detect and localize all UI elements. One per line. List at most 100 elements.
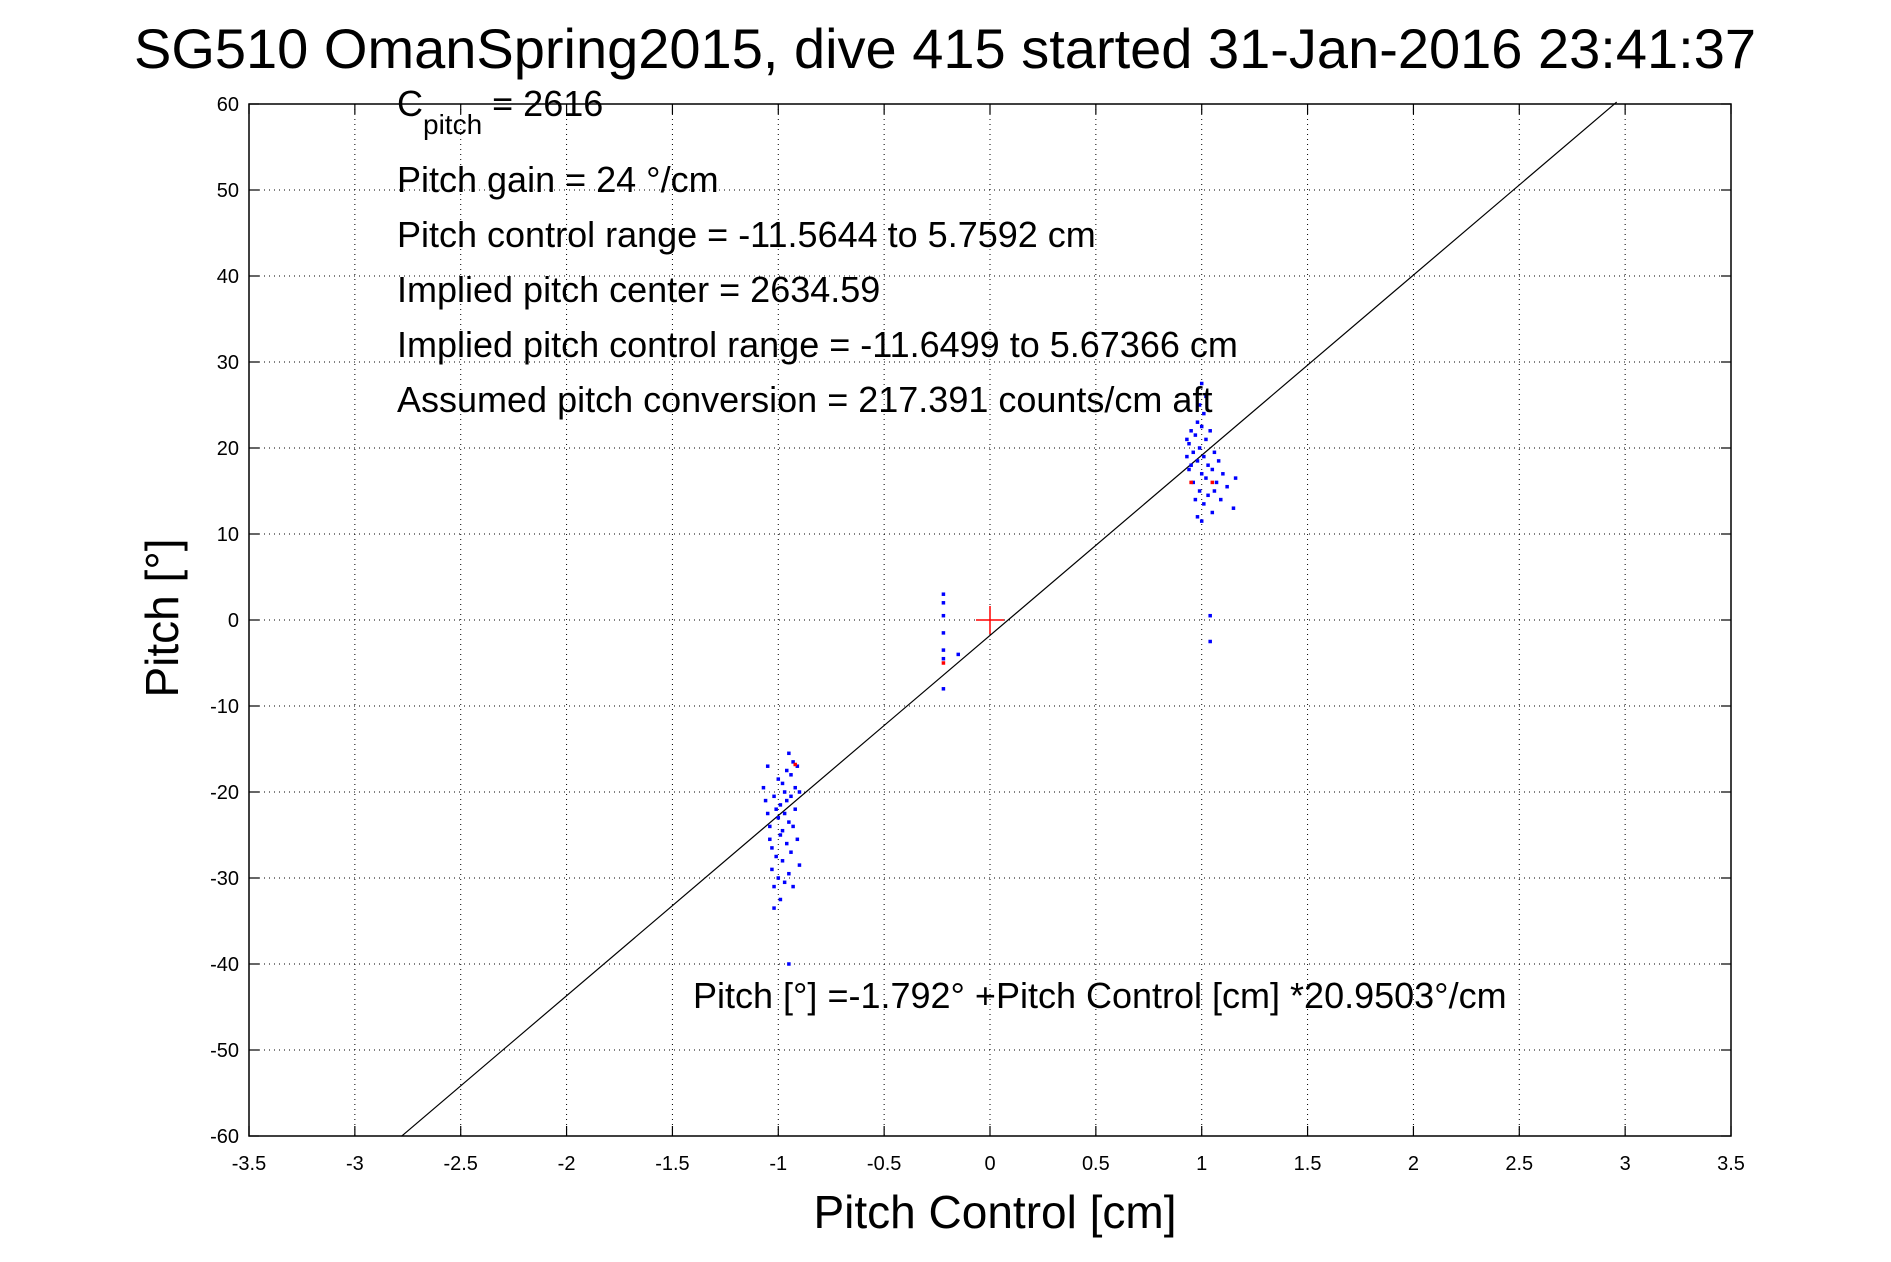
c-pitch-symbol: C [397,83,423,124]
x-tick-label: 2.5 [1505,1153,1533,1175]
pitch-gain-annotation: Pitch gain = 24 °/cm [397,159,719,200]
data-point [765,764,770,768]
data-point [787,820,791,824]
data-point [1195,459,1200,463]
y-tick-label: 0 [228,610,239,632]
c-pitch-annotation: Cpitch = 2616 [397,83,603,140]
data-point [787,751,791,756]
data-point [1206,463,1210,467]
data-point [1231,506,1236,510]
data-point [1210,510,1215,515]
x-tick-label: -1.5 [655,1153,689,1175]
data-point [941,631,946,635]
data-point [1208,639,1212,644]
data-point [941,656,946,661]
data-point [1197,403,1202,407]
data-point [1185,454,1189,459]
implied-range-annotation: Implied pitch control range = -11.6499 t… [397,324,1238,365]
data-point [1189,463,1193,467]
y-tick-label: -30 [210,868,239,890]
x-tick-label: 0 [984,1153,995,1175]
fit-equation-annotation: Pitch [°] =-1.792° +Pitch Control [cm] *… [693,975,1507,1016]
data-point [782,790,787,794]
data-point [791,884,795,889]
data-point [941,613,946,618]
data-point [1216,459,1221,463]
data-point [1189,429,1193,433]
flagged-point [941,661,946,665]
y-tick-label: -50 [210,1040,239,1062]
y-axis-label: Pitch [°] [136,538,188,697]
data-point [1208,613,1212,618]
x-tick-label: -3.5 [232,1153,266,1175]
data-point [782,880,787,885]
data-point [1204,437,1208,442]
data-point [941,601,946,605]
data-point [768,837,772,842]
flagged-point [793,762,797,767]
data-point [789,773,793,777]
data-point [780,781,785,786]
data-point [1202,454,1206,459]
c-pitch-value: = 2616 [482,83,603,124]
y-tick-label: 30 [217,352,239,374]
data-point [1219,497,1223,502]
y-tick-label: 60 [217,94,239,116]
data-points [761,381,1238,966]
data-point [772,906,776,910]
data-point [770,867,774,872]
data-point [941,648,946,652]
data-point [1199,472,1204,476]
center-marker-group [976,606,1004,634]
data-point [795,837,800,842]
fit-line [401,101,1618,1137]
data-point [785,798,789,803]
data-point [772,794,776,799]
data-point [772,884,776,889]
x-tick-label: 3.5 [1717,1153,1745,1175]
x-tick-label: 0.5 [1082,1153,1110,1175]
x-tick-label: -1 [769,1153,787,1175]
data-point [778,833,783,837]
data-point [791,760,795,764]
data-point [1221,472,1225,476]
x-tick-label: 1.5 [1294,1153,1322,1175]
data-point [793,807,797,811]
data-point [1202,502,1206,506]
data-point [1195,420,1200,424]
flagged-point [1210,480,1215,485]
data-point [1197,446,1202,450]
x-tick-label: -3 [346,1153,364,1175]
data-point [787,871,791,876]
data-point [778,897,783,902]
data-point [793,785,797,790]
data-point [776,777,781,781]
data-point [1187,441,1191,446]
data-point [1187,467,1191,472]
data-point [763,798,768,803]
data-point [1212,450,1217,455]
data-point [785,768,789,773]
data-point [765,811,770,816]
data-point [776,876,781,880]
x-tick-label: 2 [1408,1153,1419,1175]
data-point [774,854,778,859]
x-tick-label: 3 [1620,1153,1631,1175]
data-point [770,846,774,850]
data-point [1185,437,1189,442]
data-point [780,828,785,833]
data-point [1199,424,1204,429]
data-point [941,592,946,596]
data-point [1191,450,1195,455]
data-point [768,824,772,829]
data-point [774,807,778,811]
data-point [956,652,960,657]
data-point [791,824,795,829]
data-point [761,785,766,790]
fit-line-group [401,101,1618,1137]
data-point [1195,515,1200,519]
data-point [1212,489,1217,493]
data-point [782,811,787,816]
data-point [1214,480,1219,485]
x-tick-label: -2.5 [443,1153,477,1175]
